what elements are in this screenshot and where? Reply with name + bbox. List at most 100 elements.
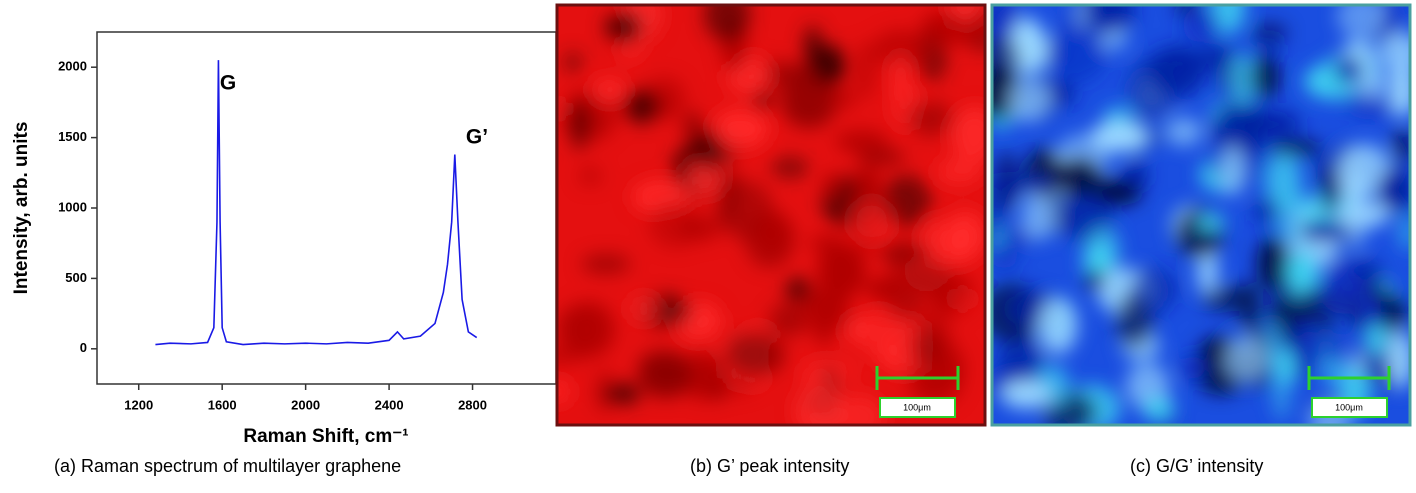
- map-blob: [1179, 355, 1206, 380]
- map-blob: [1298, 220, 1354, 242]
- map-blob: [1365, 323, 1390, 354]
- map-blob: [648, 201, 702, 249]
- map-blob: [1313, 331, 1347, 363]
- map-blob: [1328, 254, 1349, 281]
- y-tick-label: 500: [65, 270, 87, 285]
- map-blob: [891, 52, 910, 101]
- map-blob: [1286, 249, 1319, 301]
- map-blob: [815, 296, 833, 349]
- map-blob: [1021, 191, 1058, 240]
- map-blob: [753, 91, 773, 110]
- map-blob: [856, 148, 906, 166]
- caption: (b) G’ peak intensity: [690, 456, 849, 476]
- map-blob: [703, 5, 751, 42]
- map-blob: [1085, 226, 1120, 273]
- map-blob: [864, 277, 909, 301]
- map-frame: [555, 3, 987, 427]
- plot-frame: [96, 31, 557, 385]
- map-blob: [794, 381, 845, 425]
- map-blob: [803, 25, 822, 69]
- caption: (a) Raman spectrum of multilayer graphen…: [54, 456, 401, 476]
- map-blob: [881, 343, 902, 373]
- map-blob: [1350, 98, 1394, 117]
- map-blob: [1390, 127, 1410, 165]
- map-blob: [788, 62, 815, 84]
- scale-box: [1311, 397, 1388, 418]
- map-blob: [1275, 277, 1294, 329]
- map-blob: [950, 105, 985, 163]
- map-blob: [725, 332, 785, 377]
- map-blob: [563, 301, 616, 358]
- map-blob: [1196, 44, 1239, 72]
- annotation: G: [220, 72, 236, 95]
- map-blob: [683, 110, 703, 143]
- map-blob: [849, 197, 893, 245]
- map-blob: [855, 167, 880, 198]
- map-blob: [638, 352, 693, 399]
- map-blob: [603, 383, 642, 405]
- map-blob: [799, 358, 856, 384]
- map-blob: [1337, 201, 1390, 228]
- map-blob: [696, 127, 722, 172]
- map-blob: [1142, 395, 1175, 420]
- map-blob: [992, 187, 1006, 236]
- map-blob: [1001, 380, 1052, 409]
- map-blob: [719, 170, 740, 224]
- map-blob: [581, 254, 631, 274]
- map-blob: [1388, 330, 1410, 389]
- map-blob: [1388, 62, 1410, 118]
- map-frame: [990, 3, 1412, 427]
- map-blob: [935, 158, 983, 186]
- map-blob: [1397, 213, 1410, 251]
- map-blob: [1124, 162, 1148, 188]
- map-blob: [1129, 268, 1178, 312]
- map-blob: [1049, 80, 1075, 106]
- map-blob: [563, 51, 583, 73]
- map-blob: [873, 29, 930, 68]
- y-axis-label: Intensity, arb. units: [11, 122, 32, 295]
- scale-label: 100μm: [1335, 402, 1363, 412]
- map-blob: [1089, 121, 1149, 152]
- map-blob: [1030, 175, 1051, 193]
- y-tick-label: 2000: [58, 59, 87, 74]
- map-blob: [1055, 156, 1103, 198]
- map-blob: [879, 242, 930, 265]
- map-blob: [997, 336, 1044, 380]
- map-blob: [1298, 326, 1318, 374]
- map-blob: [1007, 78, 1052, 122]
- map-blob: [972, 5, 985, 36]
- map-blob: [771, 156, 810, 179]
- y-tick-label: 0: [80, 340, 87, 355]
- x-tick-label: 2000: [291, 397, 320, 412]
- map-blob: [950, 288, 975, 310]
- map-blob: [1220, 144, 1246, 196]
- map-blob: [880, 174, 932, 228]
- map-blob: [1212, 99, 1269, 158]
- map-blob: [785, 277, 813, 304]
- map-blob: [1379, 31, 1410, 73]
- map-blob: [1128, 58, 1176, 118]
- map-blob: [1082, 5, 1135, 34]
- map-blob: [781, 76, 837, 129]
- x-tick-label: 2400: [375, 397, 404, 412]
- map-blob: [604, 11, 642, 44]
- map-blob: [1210, 5, 1246, 35]
- map-g-prime: [557, 5, 985, 425]
- annotation: G’: [466, 126, 488, 149]
- map-blob: [570, 98, 589, 152]
- map-blob: [914, 326, 940, 368]
- caption: (c) G/G’ intensity: [1130, 456, 1263, 476]
- map-blob: [1253, 196, 1280, 225]
- map-blob: [755, 211, 791, 256]
- map-blob: [953, 26, 978, 45]
- map-blob: [1334, 55, 1364, 85]
- x-axis-label: Raman Shift, cm⁻¹: [243, 426, 408, 447]
- map-blob: [1336, 5, 1386, 39]
- map-blob: [1272, 366, 1290, 421]
- map-blob: [817, 243, 866, 299]
- map-blob: [1228, 53, 1257, 107]
- map-blob: [1377, 167, 1410, 213]
- map-blob: [1252, 53, 1280, 100]
